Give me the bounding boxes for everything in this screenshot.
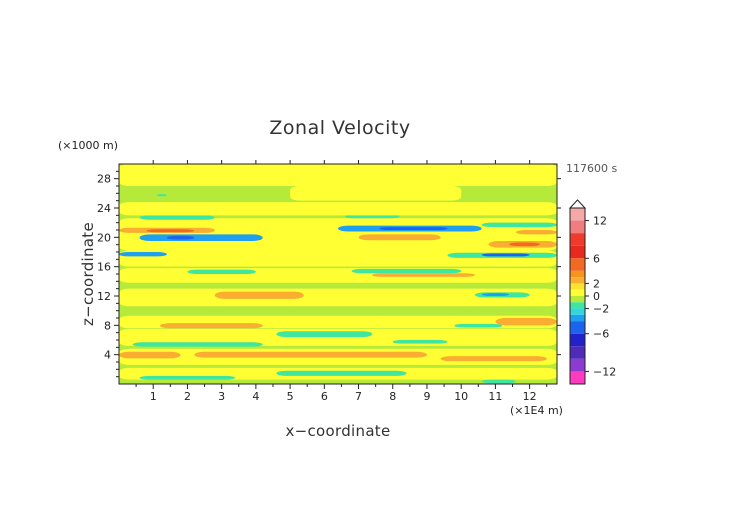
- colorbar-tick-label: −12: [593, 365, 616, 378]
- colorbar-tick-label: 6: [593, 252, 600, 265]
- contour-region: [454, 323, 503, 328]
- contour-region: [119, 164, 557, 186]
- colorbar-swatch: [570, 233, 585, 246]
- y-tick-label: 16: [97, 261, 111, 274]
- colorbar-swatch: [570, 358, 585, 372]
- x-tick-label: 8: [389, 390, 396, 403]
- colorbar-swatch: [570, 302, 585, 309]
- x-axis-label: x−coordinate: [285, 422, 390, 440]
- chart-title: Zonal Velocity: [269, 117, 410, 139]
- contour-region: [160, 323, 263, 329]
- contour-region: [119, 252, 167, 257]
- colorbar-swatch: [570, 371, 585, 384]
- contour-region: [194, 351, 427, 358]
- colorbar-swatch: [570, 296, 585, 303]
- contour-region: [379, 227, 448, 230]
- contour-region: [481, 293, 510, 296]
- contour-region: [392, 340, 448, 344]
- contour-region: [214, 291, 304, 299]
- contour-region: [156, 194, 167, 197]
- contour-region: [495, 318, 557, 326]
- x-axis-unit: (×1E4 m): [510, 404, 563, 417]
- contour-region: [481, 253, 530, 257]
- contour-region: [119, 202, 557, 216]
- colorbar-swatch: [570, 346, 585, 359]
- y-axis-unit: (×1000 m): [58, 139, 118, 152]
- velocity-contours: [119, 164, 557, 384]
- x-tick-label: 4: [252, 390, 259, 403]
- colorbar-swatch: [570, 289, 585, 296]
- contour-region: [119, 250, 557, 267]
- colorbar-swatch: [570, 245, 585, 259]
- colorbar-tick-label: −2: [593, 303, 609, 316]
- contour-region: [351, 268, 462, 274]
- contour-region: [119, 268, 557, 283]
- contour-region: [132, 342, 263, 347]
- contour-region: [344, 214, 400, 219]
- y-tick-label: 20: [97, 231, 111, 244]
- x-tick-label: 5: [287, 390, 294, 403]
- colorbar-tick-label: 2: [593, 277, 600, 290]
- x-tick-label: 10: [454, 390, 468, 403]
- contour-region: [276, 370, 407, 376]
- colorbar-swatch: [570, 220, 585, 234]
- y-tick-label: 28: [97, 173, 111, 186]
- colorbar-swatch: [570, 270, 585, 278]
- colorbar-swatch: [570, 283, 585, 290]
- colorbar-swatch: [570, 277, 585, 284]
- contour-region: [290, 186, 462, 201]
- x-tick-label: 11: [488, 390, 502, 403]
- contour-region: [509, 242, 540, 247]
- contour-region: [139, 375, 236, 380]
- contour-region: [166, 235, 195, 240]
- x-tick-label: 9: [423, 390, 430, 403]
- colorbar: 12 6 20−2 −6 −12: [568, 199, 616, 385]
- colorbar-swatch: [570, 258, 585, 271]
- y-axis-label: z−coordinate: [79, 222, 97, 326]
- contour-region: [119, 351, 181, 359]
- x-tick-label: 3: [218, 390, 225, 403]
- colorbar-tick-label: 12: [593, 215, 607, 228]
- y-axis: 4 8 12 16 20 24 28: [97, 170, 561, 378]
- contour-region: [481, 222, 557, 228]
- x-tick-label: 6: [321, 390, 328, 403]
- colorbar-swatch: [570, 314, 585, 322]
- contour-region: [146, 229, 195, 233]
- contour-region: [139, 234, 263, 241]
- x-tick-label: 7: [355, 390, 362, 403]
- colorbar-tick-label: 0: [593, 290, 600, 303]
- x-axis: 1 2 3 4 5 6 7 8 9 10 11 12: [135, 160, 548, 403]
- colorbar-swatch: [570, 321, 585, 334]
- colorbar-swatch: [570, 208, 585, 221]
- plot-area: [118, 163, 558, 385]
- contour-region: [372, 273, 475, 277]
- contour-region: [187, 269, 256, 274]
- colorbar-extend-arrow: [568, 199, 587, 209]
- contour-region: [358, 234, 441, 241]
- contour-region: [119, 329, 557, 346]
- contour-region: [139, 215, 215, 220]
- x-tick-label: 1: [150, 390, 157, 403]
- contour-region: [515, 230, 557, 235]
- x-tick-label: 2: [184, 390, 191, 403]
- contour-region: [481, 379, 516, 384]
- y-tick-label: 8: [104, 319, 111, 332]
- y-tick-label: 12: [97, 290, 111, 303]
- colorbar-swatch: [570, 308, 585, 315]
- contour-region: [440, 356, 547, 362]
- time-label: 117600 s: [566, 162, 617, 175]
- y-tick-label: 24: [97, 202, 111, 215]
- colorbar-swatch: [570, 333, 585, 347]
- x-tick-label: 12: [523, 390, 537, 403]
- colorbar-tick-label: −6: [593, 328, 609, 341]
- contour-region: [276, 331, 373, 338]
- y-tick-label: 4: [104, 349, 111, 362]
